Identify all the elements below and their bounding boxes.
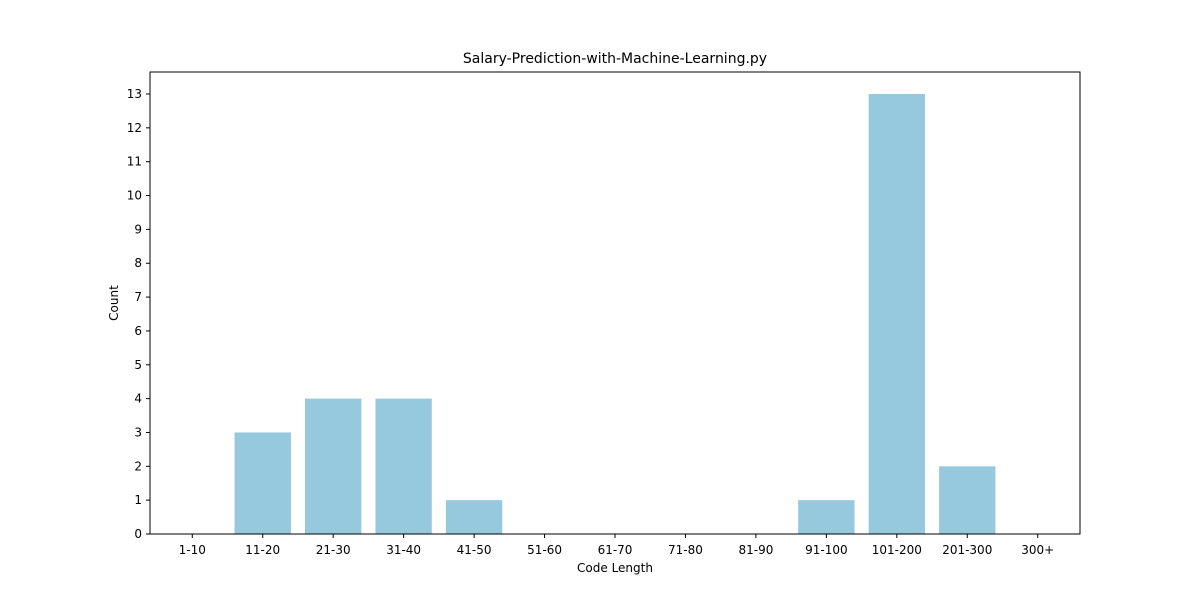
x-tick-label: 201-300 [942, 543, 992, 557]
x-tick-label: 101-200 [872, 543, 922, 557]
y-tick-label: 9 [134, 222, 142, 236]
x-tick-label: 21-30 [316, 543, 351, 557]
y-tick-label: 6 [134, 324, 142, 338]
y-tick-label: 11 [127, 155, 142, 169]
chart-title: Salary-Prediction-with-Machine-Learning.… [463, 51, 767, 67]
x-tick-label: 81-90 [738, 543, 773, 557]
bar-21-30 [305, 398, 362, 534]
bars [234, 94, 996, 534]
x-tick-label: 51-60 [527, 543, 562, 557]
bar-41-50 [445, 500, 503, 534]
x-tick-label: 11-20 [245, 543, 280, 557]
x-tick-label: 1-10 [179, 543, 206, 557]
y-tick-label: 4 [134, 392, 142, 406]
y-tick-label: 13 [127, 87, 142, 101]
y-tick-label: 8 [134, 256, 142, 270]
x-axis-title: Code Length [577, 561, 653, 575]
y-tick-label: 10 [127, 189, 142, 203]
x-tick-label: 91-100 [805, 543, 848, 557]
y-tick-label: 3 [134, 425, 142, 439]
bar-201-300 [939, 466, 996, 534]
y-tick-label: 12 [127, 121, 142, 135]
y-tick-label: 1 [134, 493, 142, 507]
x-tick-label: 61-70 [598, 543, 633, 557]
bar-11-20 [234, 432, 291, 534]
y-tick-label: 2 [134, 459, 142, 473]
x-axis: 1-10 11-20 21-30 31-40 41-50 51-60 61-70 71-80 8… [179, 534, 1054, 557]
y-tick-label: 7 [134, 290, 142, 304]
bar-31-40 [375, 398, 432, 534]
y-axis-title: Count [107, 285, 121, 321]
x-tick-label: 300+ [1021, 543, 1054, 557]
x-tick-label: 71-80 [668, 543, 703, 557]
x-tick-label: 31-40 [386, 543, 421, 557]
y-tick-label: 5 [134, 358, 142, 372]
x-tick-label: 41-50 [457, 543, 492, 557]
y-tick-label: 0 [134, 527, 142, 541]
bar-101-200 [868, 94, 925, 534]
bar-91-100 [798, 500, 855, 534]
